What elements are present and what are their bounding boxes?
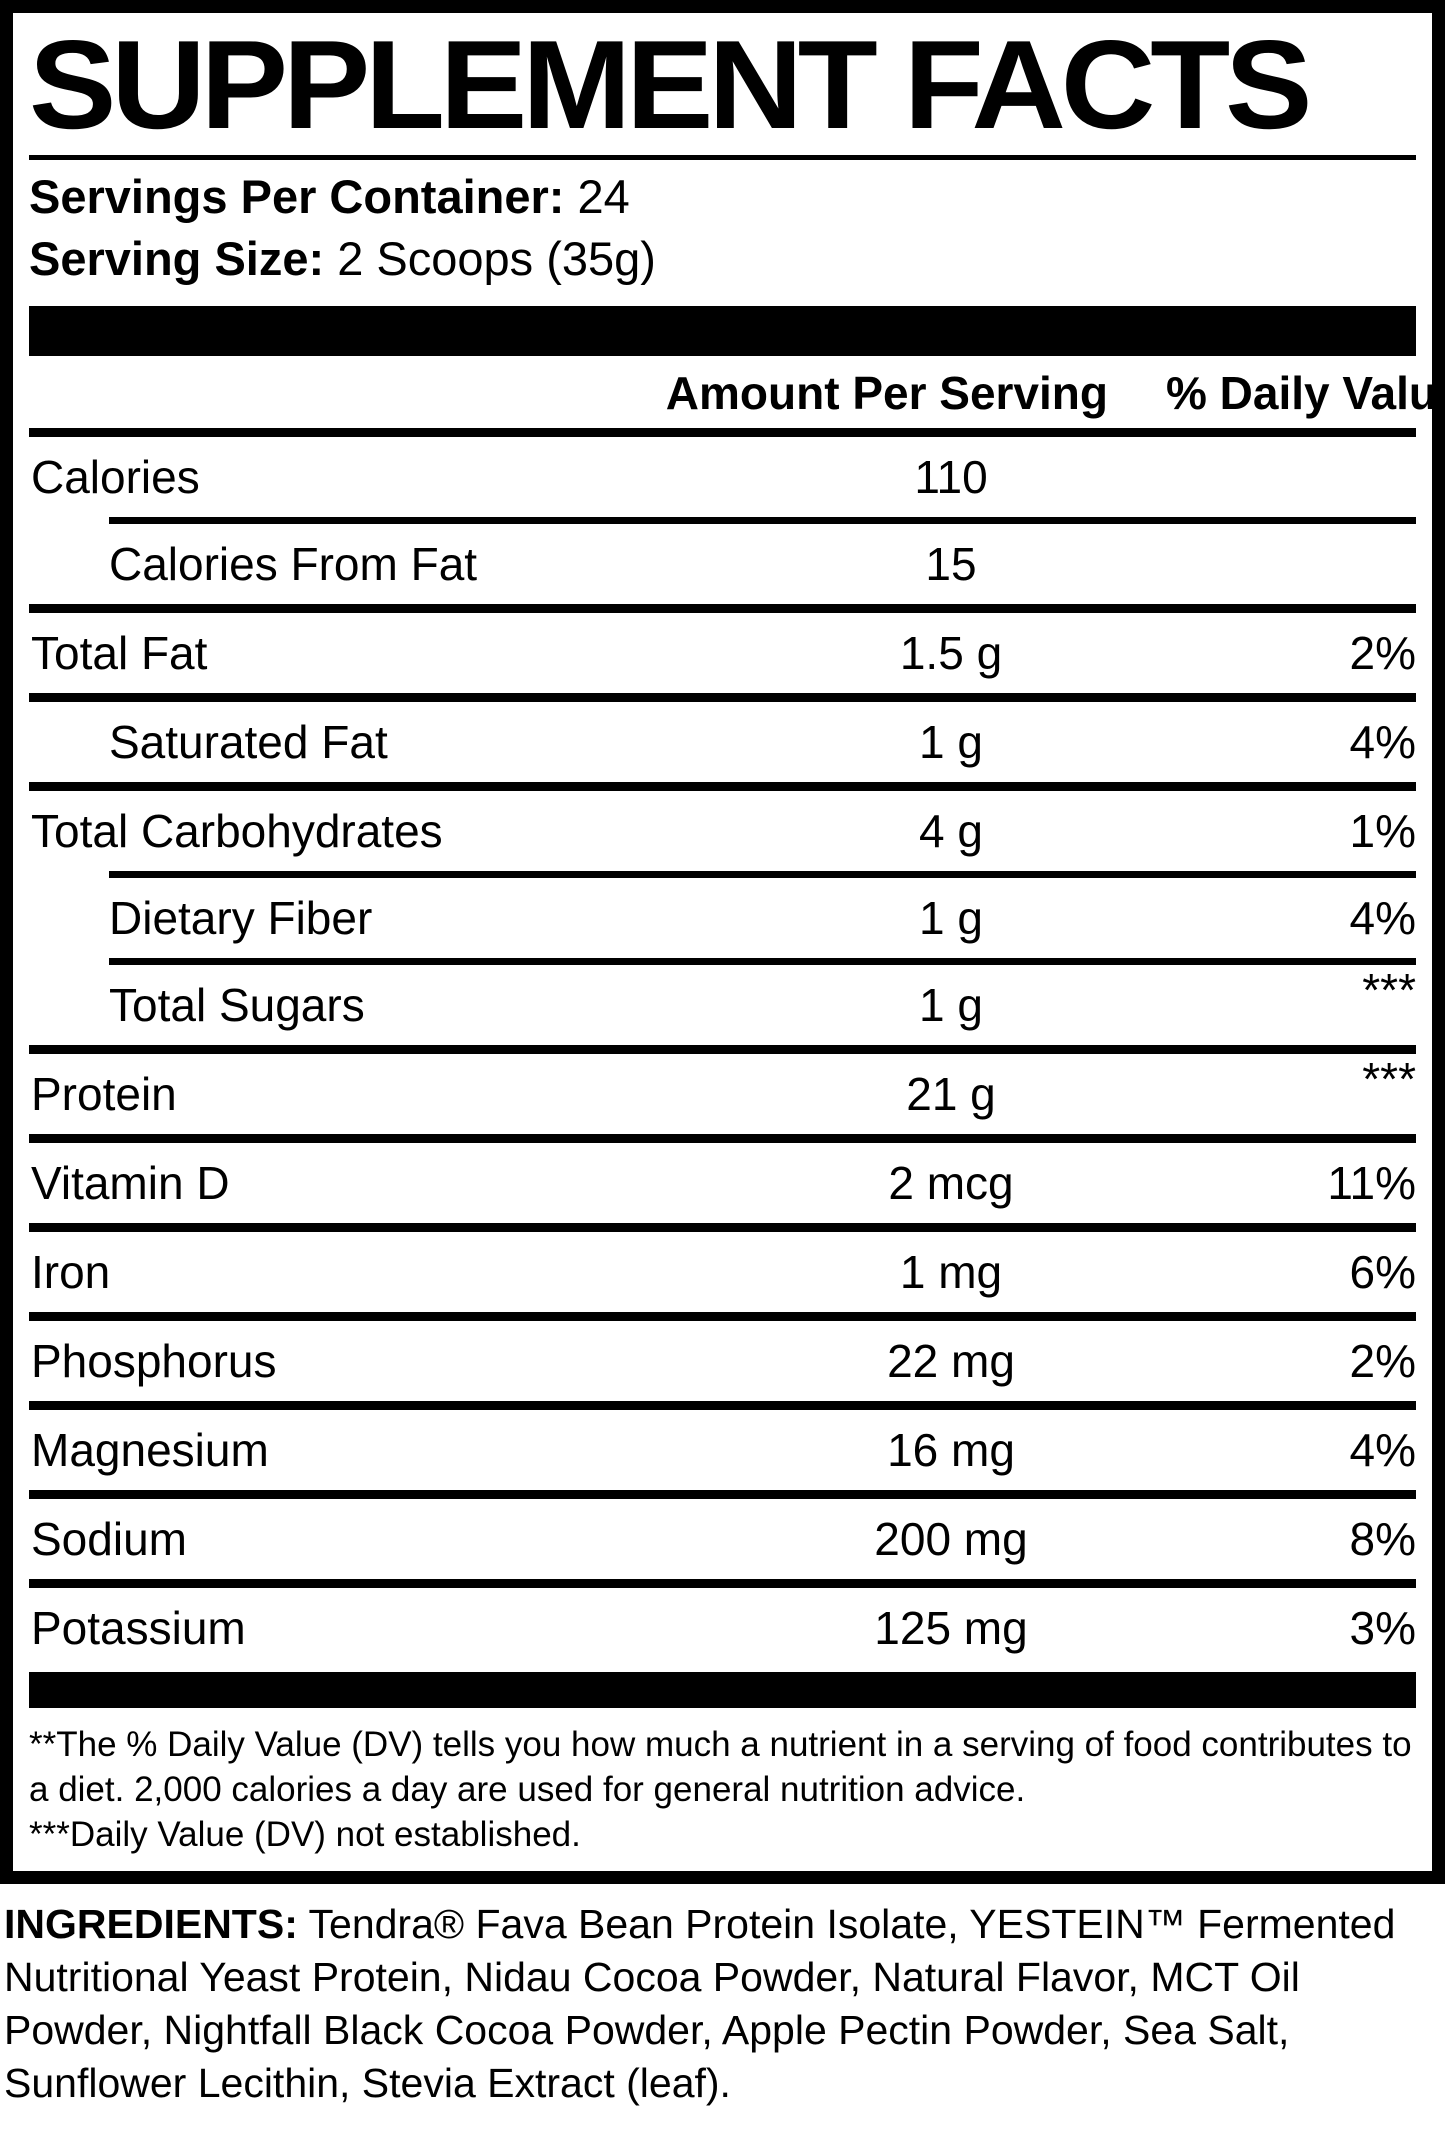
nutrient-amount: 4 g bbox=[919, 805, 983, 858]
row-divider bbox=[29, 604, 1416, 614]
nutrient-amount: 15 bbox=[925, 538, 977, 591]
nutrient-amount: 125 mg bbox=[874, 1602, 1028, 1655]
nutrient-amount: 1 g bbox=[919, 716, 983, 769]
supplement-facts-panel: SUPPLEMENT FACTS Servings Per Container:… bbox=[0, 0, 1445, 1885]
nutrient-amount: 1 mg bbox=[899, 1246, 1003, 1299]
daily-value-footnote: **The % Daily Value (DV) tells you how m… bbox=[29, 1725, 1412, 1810]
row-magnesium: Magnesium 16 mg 4% bbox=[29, 1410, 1416, 1490]
nutrient-dv: 6% bbox=[1349, 1246, 1416, 1299]
nutrient-name: Potassium bbox=[31, 1602, 246, 1655]
row-divider bbox=[29, 1312, 1416, 1322]
servings-per-container-line: Servings Per Container: 24 bbox=[29, 166, 1416, 228]
nutrient-dv: 3% bbox=[1349, 1602, 1416, 1655]
row-potassium: Potassium 125 mg 3% bbox=[29, 1588, 1416, 1668]
row-divider bbox=[109, 871, 1416, 879]
nutrient-name: Protein bbox=[31, 1068, 177, 1121]
nutrient-name: Calories From Fat bbox=[109, 538, 478, 591]
nutrient-name: Dietary Fiber bbox=[109, 892, 373, 945]
servings-per-container-value: 24 bbox=[577, 170, 630, 224]
nutrient-name: Iron bbox=[31, 1246, 111, 1299]
nutrient-amount: 22 mg bbox=[887, 1335, 1015, 1388]
nutrient-name: Saturated Fat bbox=[109, 716, 388, 769]
nutrient-amount: 2 mcg bbox=[888, 1157, 1014, 1210]
nutrient-name: Vitamin D bbox=[31, 1157, 230, 1210]
row-divider bbox=[29, 782, 1416, 792]
nutrient-amount: 21 g bbox=[906, 1068, 996, 1121]
row-divider bbox=[109, 517, 1416, 525]
servings-per-container-label: Servings Per Container: bbox=[29, 170, 565, 224]
row-divider bbox=[29, 693, 1416, 703]
row-protein: Protein 21 g *** bbox=[29, 1054, 1416, 1134]
amount-per-serving-header: Amount Per Serving bbox=[665, 367, 1108, 420]
row-vitamin-d: Vitamin D 2 mcg 11% bbox=[29, 1143, 1416, 1223]
nutrient-amount: 200 mg bbox=[874, 1513, 1028, 1566]
row-calories: Calories 110 bbox=[29, 437, 1416, 517]
nutrient-dv: 1% bbox=[1349, 805, 1416, 858]
nutrient-dv: 11% bbox=[1327, 1157, 1416, 1210]
row-divider bbox=[29, 1045, 1416, 1055]
row-phosphorus: Phosphorus 22 mg 2% bbox=[29, 1321, 1416, 1401]
row-total-sugars: Total Sugars 1 g *** bbox=[29, 965, 1416, 1045]
nutrient-name: Calories bbox=[31, 451, 200, 504]
row-iron: Iron 1 mg 6% bbox=[29, 1232, 1416, 1312]
nutrient-name: Magnesium bbox=[31, 1424, 269, 1477]
nutrient-dv: 8% bbox=[1349, 1513, 1416, 1566]
serving-size-label: Serving Size: bbox=[29, 232, 325, 286]
row-divider bbox=[29, 1579, 1416, 1589]
section-separator-bar-top bbox=[29, 306, 1416, 357]
row-divider bbox=[109, 958, 1416, 966]
nutrient-dv: *** bbox=[1362, 964, 1416, 1017]
section-separator-bar-bottom bbox=[29, 1672, 1416, 1709]
nutrient-dv: 4% bbox=[1349, 716, 1416, 769]
serving-size-value: 2 Scoops (35g) bbox=[337, 232, 656, 286]
daily-value-header: % Daily Value** bbox=[1166, 367, 1445, 420]
ingredients-label: INGREDIENTS: bbox=[4, 1901, 298, 1948]
nutrient-dv: 2% bbox=[1349, 627, 1416, 680]
nutrient-name: Total Carbohydrates bbox=[31, 805, 443, 858]
row-sodium: Sodium 200 mg 8% bbox=[29, 1499, 1416, 1579]
title-divider bbox=[29, 155, 1416, 161]
ingredients-list: Tendra® Fava Bean Protein Isolate, YESTE… bbox=[4, 1901, 1396, 2107]
nutrient-dv: 4% bbox=[1349, 1424, 1416, 1477]
row-dietary-fiber: Dietary Fiber 1 g 4% bbox=[29, 878, 1416, 958]
row-total-carbohydrates: Total Carbohydrates 4 g 1% bbox=[29, 791, 1416, 871]
row-divider bbox=[29, 428, 1416, 438]
table-header-row: Amount Per Serving % Daily Value** bbox=[29, 356, 1445, 428]
ingredients-paragraph: INGREDIENTS: Tendra® Fava Bean Protein I… bbox=[4, 1898, 1439, 2110]
nutrient-name: Total Fat bbox=[31, 627, 208, 680]
nutrient-amount: 1 g bbox=[919, 892, 983, 945]
nutrient-amount: 1.5 g bbox=[899, 627, 1003, 680]
nutrient-dv: 2% bbox=[1349, 1335, 1416, 1388]
row-calories-from-fat: Calories From Fat 15 bbox=[29, 524, 1416, 604]
nutrient-amount: 1 g bbox=[919, 979, 983, 1032]
row-total-fat: Total Fat 1.5 g 2% bbox=[29, 613, 1416, 693]
row-divider bbox=[29, 1223, 1416, 1233]
row-divider bbox=[29, 1401, 1416, 1411]
nutrient-name: Total Sugars bbox=[109, 979, 365, 1032]
row-divider bbox=[29, 1134, 1416, 1144]
nutrient-amount: 110 bbox=[914, 451, 988, 504]
nutrient-name: Phosphorus bbox=[31, 1335, 277, 1388]
nutrient-amount: 16 mg bbox=[887, 1424, 1015, 1477]
serving-size-line: Serving Size: 2 Scoops (35g) bbox=[29, 228, 1416, 290]
nutrient-dv: *** bbox=[1362, 1053, 1416, 1106]
not-established-footnote: ***Daily Value (DV) not established. bbox=[29, 1815, 581, 1855]
row-divider bbox=[29, 1490, 1416, 1500]
nutrient-dv: 4% bbox=[1349, 892, 1416, 945]
nutrient-name: Sodium bbox=[31, 1513, 187, 1566]
panel-title: SUPPLEMENT FACTS bbox=[29, 14, 1312, 155]
row-saturated-fat: Saturated Fat 1 g 4% bbox=[29, 702, 1416, 782]
